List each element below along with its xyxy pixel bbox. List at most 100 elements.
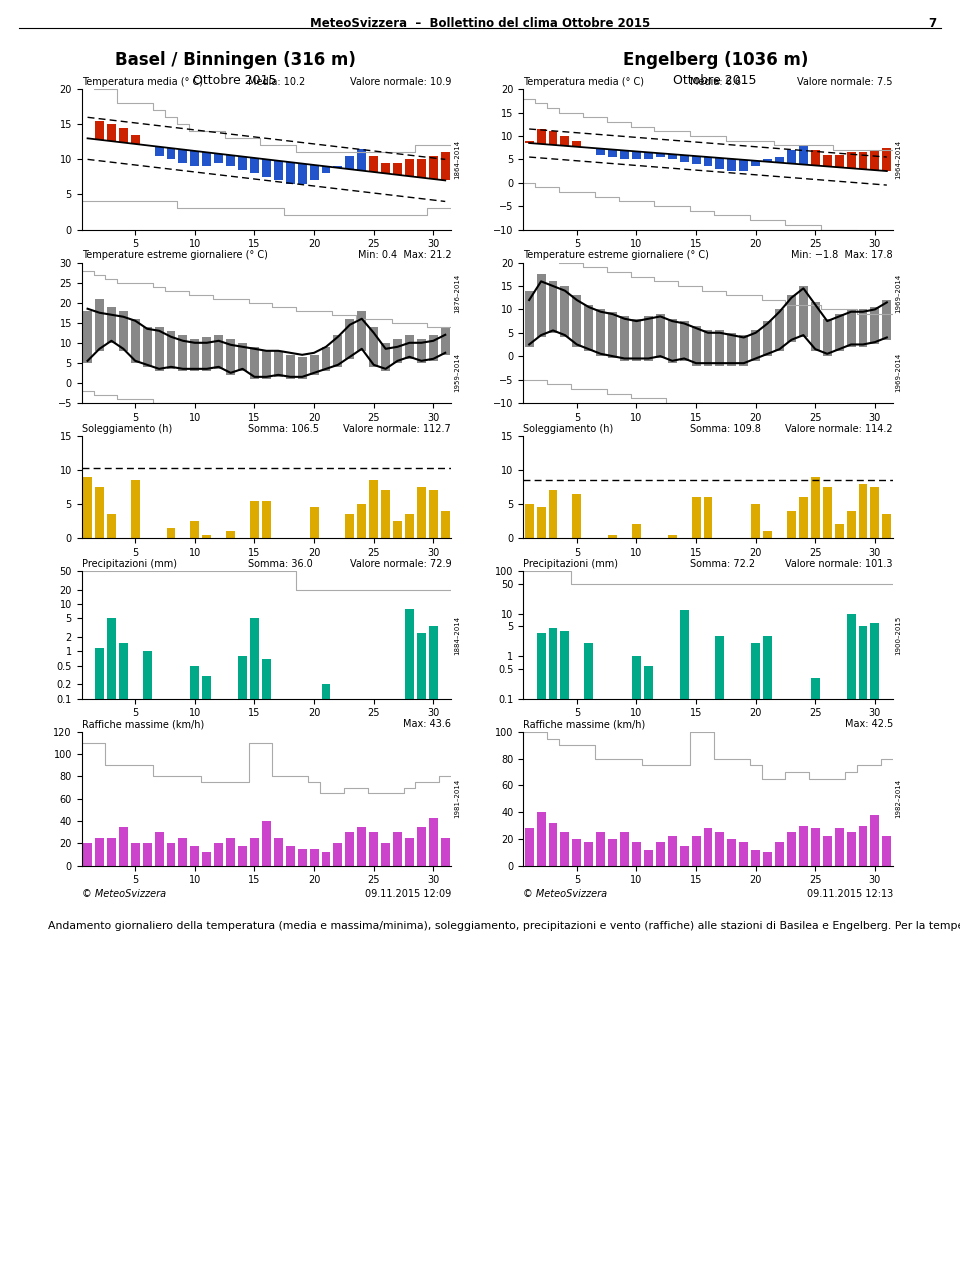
- Bar: [131, 481, 140, 538]
- Bar: [620, 316, 629, 361]
- Bar: [417, 339, 426, 363]
- Bar: [668, 836, 677, 866]
- Bar: [346, 156, 354, 170]
- Text: Max: 42.5: Max: 42.5: [845, 719, 893, 729]
- Bar: [787, 833, 796, 866]
- Bar: [596, 833, 605, 866]
- Bar: [763, 852, 772, 866]
- Bar: [787, 150, 796, 163]
- Bar: [190, 150, 200, 167]
- Bar: [155, 326, 163, 371]
- Bar: [286, 845, 295, 866]
- Bar: [691, 326, 701, 366]
- Text: Raffiche massime (km/h): Raffiche massime (km/h): [82, 719, 204, 729]
- Text: 7: 7: [928, 17, 936, 31]
- Text: Somma: 109.8: Somma: 109.8: [689, 423, 760, 434]
- Bar: [691, 156, 701, 164]
- Bar: [238, 845, 247, 866]
- Bar: [715, 833, 725, 866]
- Bar: [298, 357, 306, 379]
- Bar: [84, 844, 92, 866]
- Bar: [405, 838, 414, 866]
- Bar: [286, 162, 295, 184]
- Bar: [882, 514, 891, 538]
- Bar: [250, 501, 259, 538]
- Bar: [370, 833, 378, 866]
- Text: 1981–2014: 1981–2014: [454, 779, 460, 819]
- Bar: [250, 838, 259, 866]
- Bar: [417, 159, 426, 177]
- Bar: [823, 319, 831, 356]
- Bar: [728, 839, 736, 866]
- Bar: [370, 156, 378, 172]
- Bar: [107, 307, 116, 343]
- Bar: [715, 330, 725, 366]
- Bar: [728, 159, 736, 171]
- Bar: [322, 167, 330, 173]
- Bar: [166, 148, 176, 159]
- Text: Ottobre 2015: Ottobre 2015: [194, 74, 276, 87]
- Bar: [608, 839, 617, 866]
- Bar: [525, 140, 534, 143]
- Bar: [585, 644, 593, 1275]
- Bar: [107, 618, 116, 1275]
- Text: Valore normale: 10.9: Valore normale: 10.9: [349, 76, 451, 87]
- Text: Raffiche massime (km/h): Raffiche massime (km/h): [523, 719, 645, 729]
- Bar: [119, 826, 128, 866]
- Bar: [214, 844, 223, 866]
- Bar: [310, 507, 319, 538]
- Bar: [632, 657, 641, 1275]
- Bar: [823, 487, 831, 538]
- Bar: [752, 849, 760, 866]
- Bar: [799, 826, 808, 866]
- Bar: [95, 298, 104, 351]
- Bar: [585, 305, 593, 352]
- Bar: [95, 838, 104, 866]
- Bar: [333, 335, 343, 367]
- Bar: [572, 839, 582, 866]
- Bar: [441, 838, 449, 866]
- Bar: [84, 477, 92, 538]
- Bar: [238, 657, 247, 1275]
- Bar: [847, 511, 855, 538]
- Bar: [799, 497, 808, 538]
- Bar: [775, 842, 784, 866]
- Bar: [882, 836, 891, 866]
- Bar: [871, 150, 879, 170]
- Bar: [119, 311, 128, 351]
- Bar: [608, 534, 617, 538]
- Text: Valore normale: 72.9: Valore normale: 72.9: [349, 558, 451, 569]
- Bar: [847, 833, 855, 866]
- Bar: [644, 153, 653, 159]
- Bar: [680, 611, 688, 1275]
- Bar: [393, 521, 402, 538]
- Bar: [143, 652, 152, 1275]
- Bar: [262, 351, 271, 379]
- Bar: [834, 524, 844, 538]
- Bar: [84, 311, 92, 363]
- Bar: [834, 314, 844, 352]
- Bar: [227, 339, 235, 375]
- Bar: [381, 343, 390, 371]
- Bar: [357, 504, 367, 538]
- Bar: [656, 314, 664, 358]
- Bar: [548, 131, 558, 145]
- Bar: [537, 634, 545, 1275]
- Text: 09.11.2015 12:13: 09.11.2015 12:13: [806, 889, 893, 899]
- Bar: [429, 156, 438, 178]
- Bar: [620, 150, 629, 159]
- Bar: [310, 354, 319, 375]
- Bar: [131, 135, 140, 144]
- Bar: [620, 833, 629, 866]
- Bar: [322, 685, 330, 1275]
- Bar: [203, 337, 211, 371]
- Bar: [680, 321, 688, 361]
- Bar: [656, 153, 664, 157]
- Text: Soleggiamento (h): Soleggiamento (h): [523, 423, 613, 434]
- Text: 1864–2014: 1864–2014: [454, 140, 460, 178]
- Text: Valore normale: 114.2: Valore normale: 114.2: [785, 423, 893, 434]
- Bar: [381, 491, 390, 538]
- Bar: [203, 534, 211, 538]
- Bar: [763, 532, 772, 538]
- Bar: [357, 311, 367, 351]
